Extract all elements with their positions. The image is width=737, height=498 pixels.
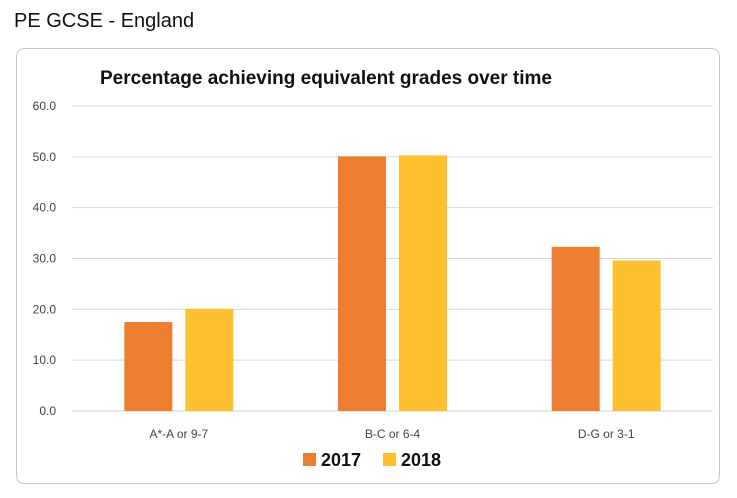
bar-2018-0 [185, 308, 234, 411]
legend-swatch-2017 [303, 453, 316, 466]
y-tick-label: 50.0 [33, 150, 57, 164]
y-tick-label: 60.0 [33, 99, 57, 113]
x-tick-label: B-C or 6-4 [365, 427, 421, 441]
gridlines [72, 105, 713, 412]
bar-2018-2 [612, 260, 661, 411]
x-tick-label: D-G or 3-1 [578, 427, 635, 441]
chart-title: Percentage achieving equivalent grades o… [100, 68, 552, 89]
legend-label-2017: 2017 [321, 450, 361, 470]
bars [124, 155, 661, 411]
bar-2017-2 [551, 246, 600, 411]
legend: 2017 2018 [303, 450, 441, 470]
legend-label-2018: 2018 [401, 450, 441, 470]
y-tick-label: 10.0 [33, 353, 57, 367]
y-tick-label: 30.0 [33, 252, 57, 266]
legend-swatch-2018 [383, 453, 396, 466]
x-tick-label: A*-A or 9-7 [149, 427, 208, 441]
y-tick-label: 20.0 [33, 302, 57, 316]
y-axis-ticks: 0.0 10.0 20.0 30.0 40.0 50.0 60.0 [33, 99, 57, 418]
bar-2017-1 [338, 156, 386, 411]
bar-2017-0 [124, 322, 173, 411]
x-axis-labels: A*-A or 9-7 B-C or 6-4 D-G or 3-1 [149, 427, 634, 441]
y-tick-label: 0.0 [39, 404, 56, 418]
y-tick-label: 40.0 [33, 201, 57, 215]
bar-2018-1 [399, 155, 447, 411]
page-title: PE GCSE - England [14, 10, 195, 32]
